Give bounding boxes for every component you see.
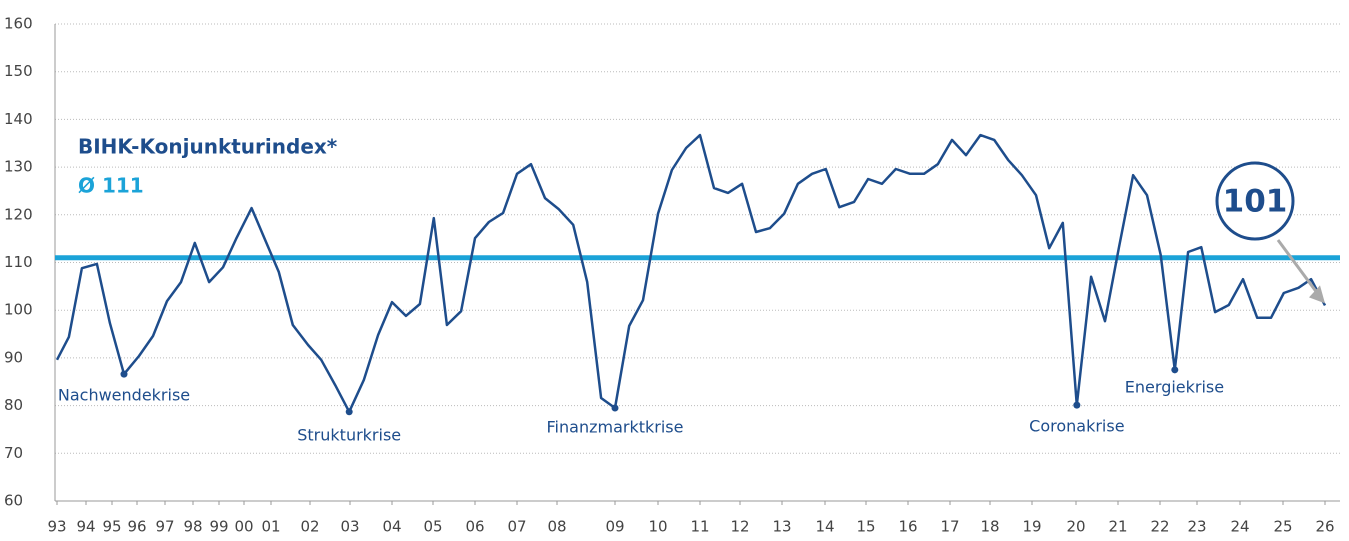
y-tick-label: 90 xyxy=(4,348,23,366)
y-tick-label: 150 xyxy=(4,62,33,80)
x-tick-label: 18 xyxy=(980,518,999,536)
annotation-dot xyxy=(611,404,619,412)
annotation-dot xyxy=(120,370,128,378)
annotation-label: Nachwendekrise xyxy=(58,386,190,405)
x-tick-label: 94 xyxy=(76,518,95,536)
x-tick-label: 93 xyxy=(47,518,66,536)
x-tick-label: 05 xyxy=(423,518,442,536)
annotation-label: Finanzmarktkrise xyxy=(547,417,684,436)
x-tick-label: 98 xyxy=(183,518,202,536)
mean-label: Ø 111 xyxy=(78,174,144,198)
chart-title: BIHK-Konjunkturindex* xyxy=(78,135,338,159)
x-tick-label: 22 xyxy=(1150,518,1169,536)
x-tick-label: 17 xyxy=(940,518,959,536)
y-tick-label: 160 xyxy=(4,15,33,33)
x-tick-label: 12 xyxy=(730,518,749,536)
x-tick-label: 97 xyxy=(155,518,174,536)
x-tick-label: 19 xyxy=(1022,518,1041,536)
callout-arrowhead xyxy=(1309,285,1325,304)
x-tick-label: 14 xyxy=(815,518,834,536)
x-tick-label: 21 xyxy=(1108,518,1127,536)
y-tick-label: 100 xyxy=(4,301,33,319)
x-tick-label: 11 xyxy=(690,518,709,536)
x-tick-label: 09 xyxy=(605,518,624,536)
x-tick-label: 13 xyxy=(772,518,791,536)
x-tick-label: 25 xyxy=(1273,518,1292,536)
y-tick-label: 140 xyxy=(4,110,33,128)
x-tick-label: 08 xyxy=(547,518,566,536)
annotation-dot xyxy=(1073,401,1081,409)
x-tick-label: 20 xyxy=(1066,518,1085,536)
x-tick-label: 96 xyxy=(127,518,146,536)
x-tick-label: 26 xyxy=(1315,518,1334,536)
callout-arrow xyxy=(1276,239,1321,297)
data-line xyxy=(55,133,1327,414)
y-tick-label: 110 xyxy=(4,253,33,271)
x-tick-label: 95 xyxy=(102,518,121,536)
x-tick-label: 03 xyxy=(340,518,359,536)
x-tick-label: 99 xyxy=(209,518,228,536)
x-tick-label: 02 xyxy=(300,518,319,536)
x-tick-label: 15 xyxy=(856,518,875,536)
callout-circle xyxy=(1215,161,1295,241)
y-tick-label: 80 xyxy=(4,396,23,414)
x-tick-label: 00 xyxy=(234,518,253,536)
annotation-label: Strukturkrise xyxy=(297,425,401,444)
x-tick-label: 06 xyxy=(465,518,484,536)
y-tick-label: 70 xyxy=(4,444,23,462)
x-tick-label: 10 xyxy=(648,518,667,536)
annotation-dot xyxy=(1171,366,1179,374)
x-tick-label: 07 xyxy=(507,518,526,536)
y-tick-label: 60 xyxy=(4,492,23,510)
x-tick-label: 23 xyxy=(1187,518,1206,536)
y-tick-label: 120 xyxy=(4,205,33,223)
annotation-dot xyxy=(345,408,353,416)
annotation-label: Coronakrise xyxy=(1029,417,1124,436)
x-tick-label: 01 xyxy=(261,518,280,536)
x-tick-label: 24 xyxy=(1230,518,1249,536)
x-tick-label: 04 xyxy=(382,518,401,536)
callout-label: 101 xyxy=(1223,184,1288,220)
annotation-label: Energiekrise xyxy=(1125,377,1224,396)
x-tick-label: 16 xyxy=(898,518,917,536)
y-tick-label: 130 xyxy=(4,158,33,176)
